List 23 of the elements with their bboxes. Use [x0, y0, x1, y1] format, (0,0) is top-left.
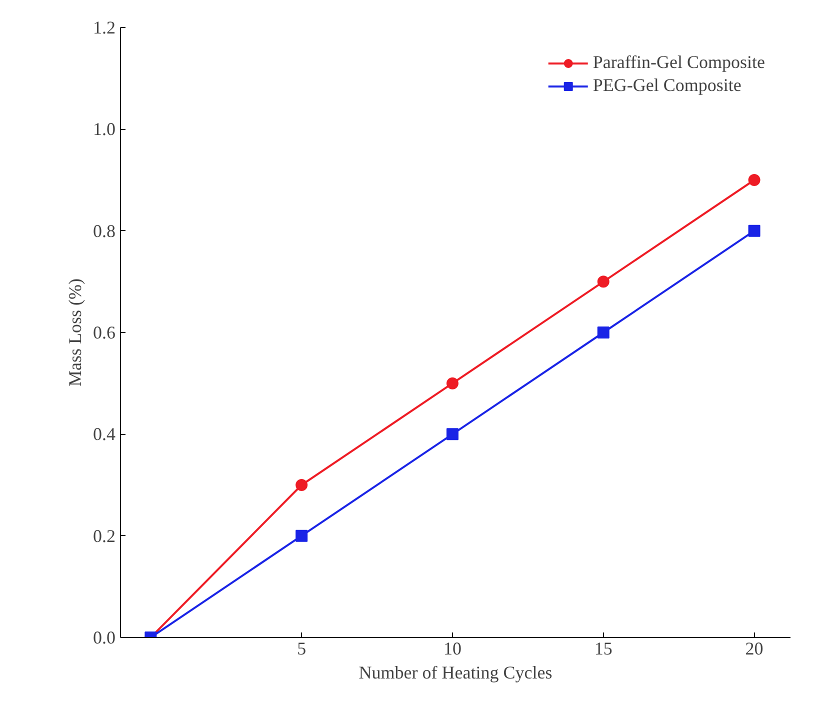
- y-tick-label: 0.6: [93, 322, 116, 342]
- x-axis-title: Number of Heating Cycles: [358, 662, 552, 682]
- point: [296, 530, 308, 542]
- point: [446, 377, 458, 390]
- point: [597, 276, 610, 288]
- y-tick-label: 1.2: [93, 18, 116, 38]
- legend-label: Paraffin-Gel Composite: [592, 52, 765, 73]
- y-tick-label: 0.2: [93, 526, 116, 546]
- y-axis-title: Mass Loss (%): [65, 278, 85, 386]
- y-tick-label: 0.4: [93, 424, 116, 444]
- point: [446, 428, 458, 440]
- y-tick-label: 0.0: [93, 628, 116, 648]
- x-tick-label: 10: [443, 638, 462, 658]
- y-tick-label: 1.0: [93, 119, 116, 140]
- x-tick-label: 20: [745, 638, 764, 658]
- y-tick-label: 0.8: [93, 220, 116, 241]
- legend-label: PEG-Gel Composite: [592, 75, 742, 96]
- point: [296, 479, 308, 491]
- point: [748, 224, 760, 237]
- x-tick-label: 15: [594, 638, 612, 658]
- point: [597, 326, 610, 338]
- x-tick-label: 5: [297, 638, 306, 658]
- point: [748, 174, 760, 186]
